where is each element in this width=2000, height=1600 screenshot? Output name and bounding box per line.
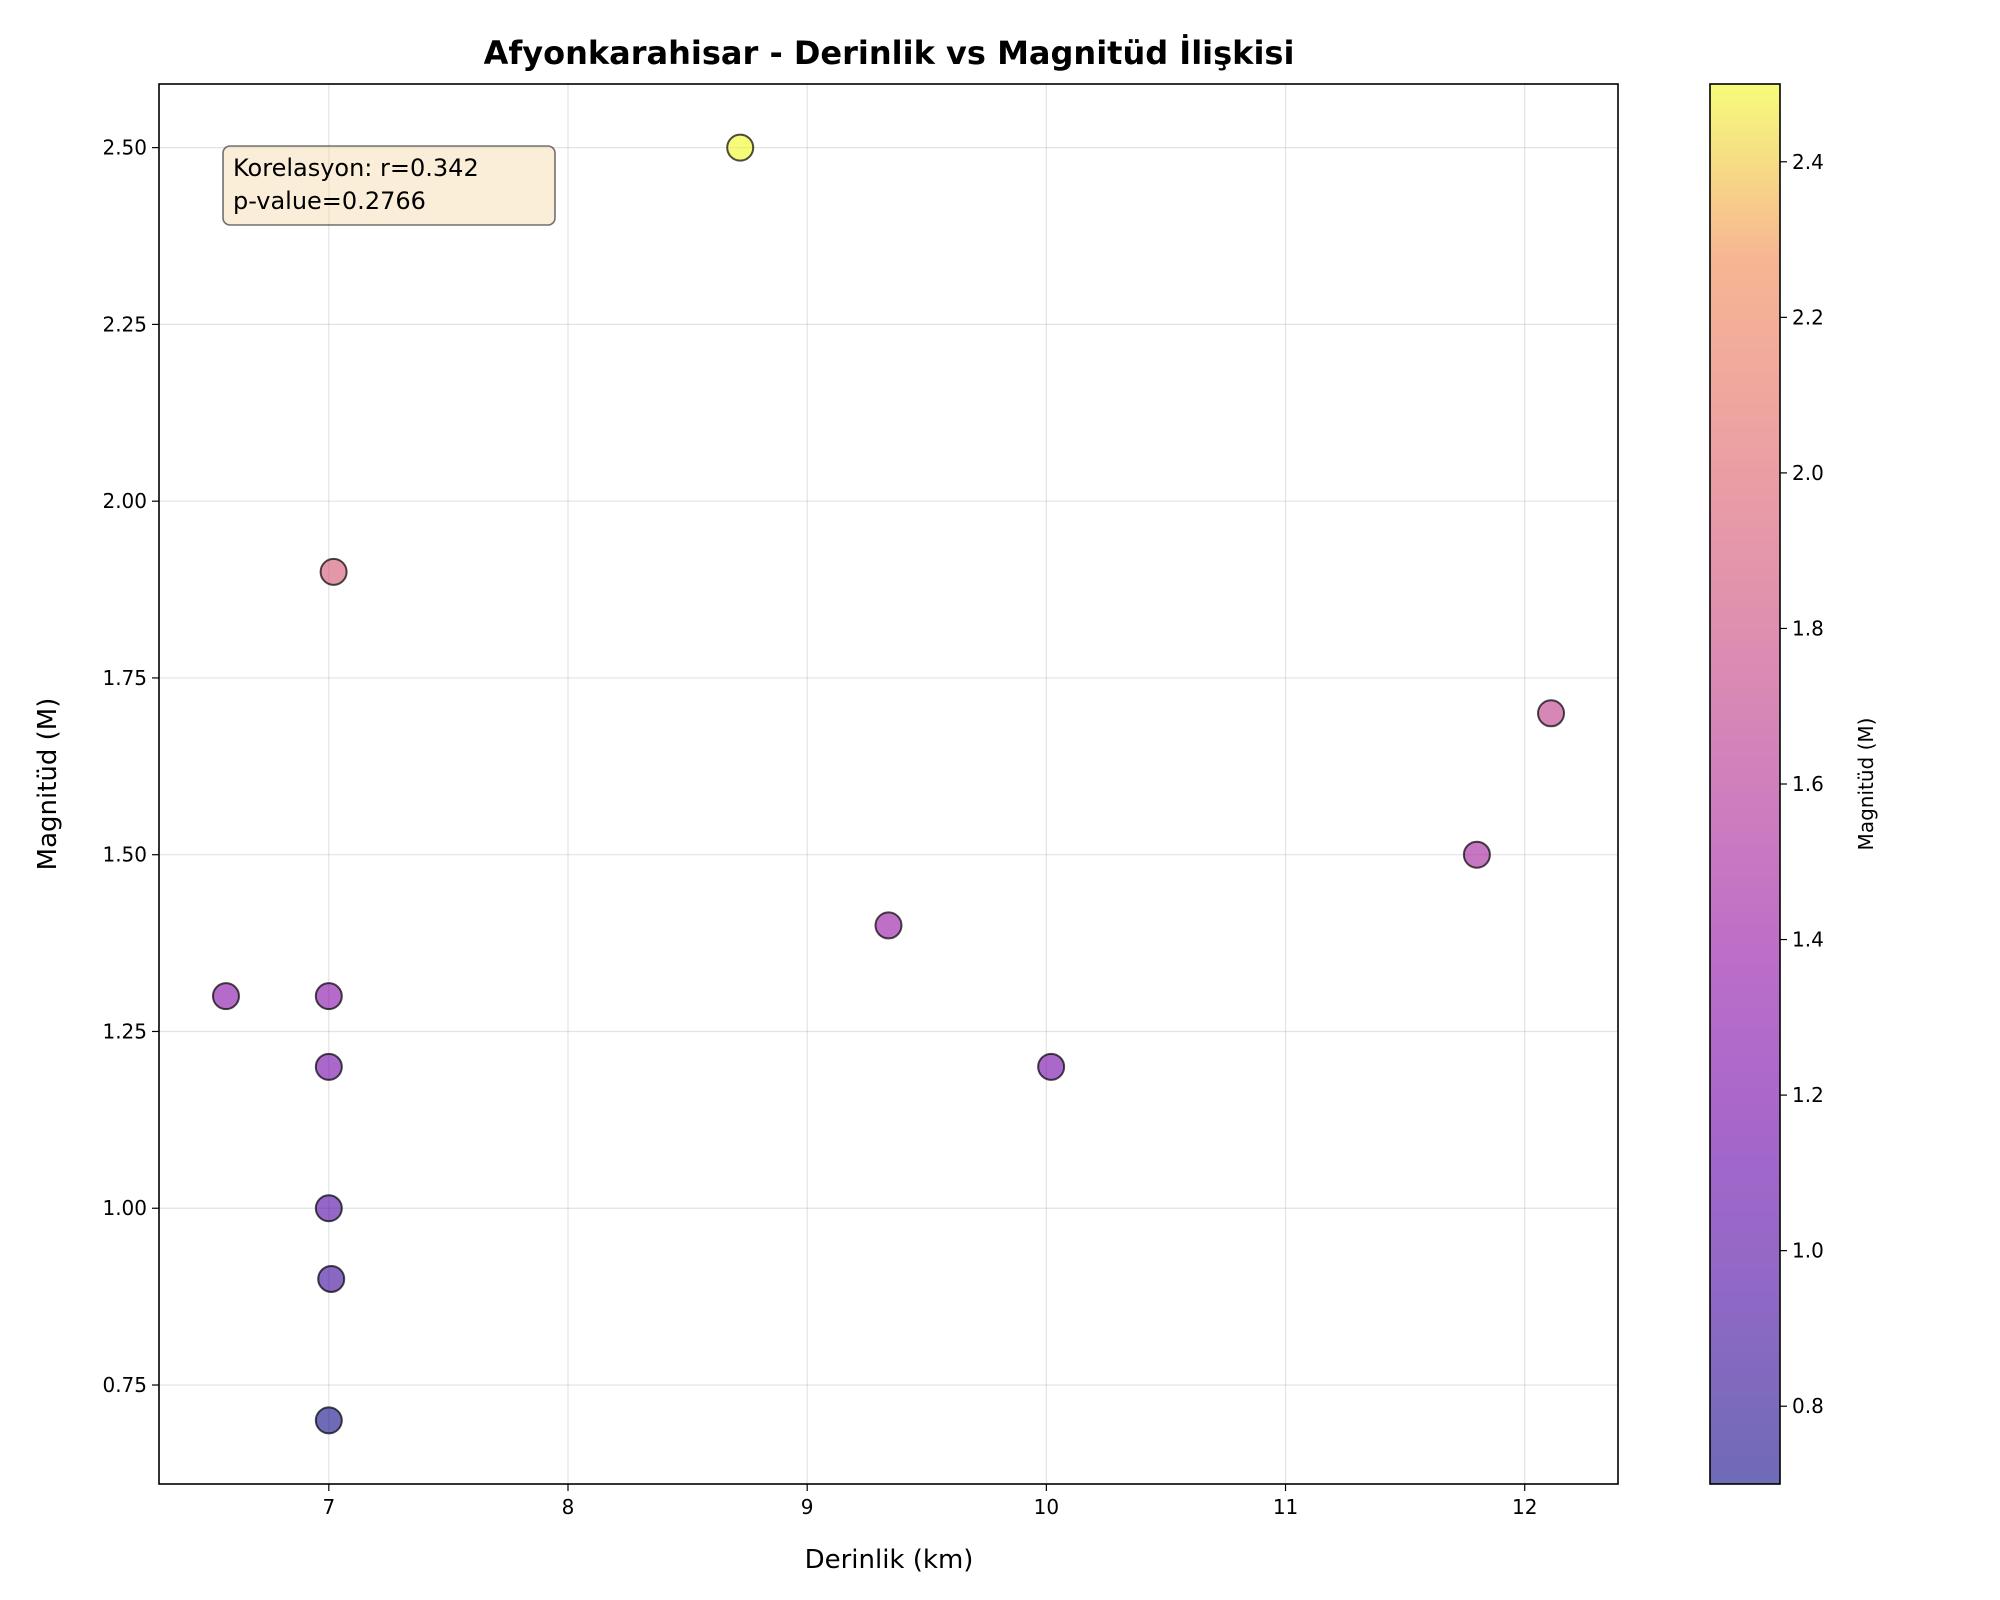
data-point (319, 557, 348, 586)
x-tick-label: 12 (1512, 1495, 1537, 1519)
data-points (211, 133, 1566, 1435)
colorbar-tick-label: 1.6 (1792, 772, 1824, 796)
y-tick-label: 1.75 (102, 666, 147, 690)
data-point (874, 911, 903, 940)
data-point (314, 1194, 343, 1223)
x-tick-label: 10 (1034, 1495, 1059, 1519)
y-tick-label: 0.75 (102, 1373, 147, 1397)
x-tick-label: 7 (322, 1495, 335, 1519)
y-tick-label: 2.50 (102, 136, 147, 160)
data-point (314, 1052, 343, 1081)
x-axis-label: Derinlik (km) (805, 1545, 974, 1575)
y-axis: 0.75 1.00 1.25 1.50 1.75 2.00 2.25 2.50 (102, 136, 159, 1397)
x-axis: 7 8 9 10 11 12 (322, 1484, 1537, 1519)
data-point (726, 133, 755, 162)
colorbar-tick-label: 2.0 (1792, 461, 1824, 485)
data-point (211, 982, 240, 1011)
y-axis-label: Magnitüd (M) (33, 698, 63, 871)
plot-frame (158, 83, 1619, 1485)
data-point (1537, 699, 1566, 728)
annotation-box: Korelasyon: r=0.342 p-value=0.2766 (222, 145, 556, 226)
data-point (317, 1264, 346, 1293)
colorbar-label: Magnitüd (M) (1854, 718, 1878, 851)
y-tick-label: 1.00 (102, 1196, 147, 1220)
colorbar-tick-label: 1.4 (1792, 928, 1824, 952)
annotation-correlation: Korelasyon: r=0.342 (233, 154, 479, 182)
colorbar-ticks: 0.8 1.0 1.2 1.4 1.6 1.8 2.0 2.2 2.4 (1780, 150, 1824, 1418)
annotation-p-value: p-value=0.2766 (233, 187, 426, 215)
x-tick-label: 8 (562, 1495, 575, 1519)
annotation-background (222, 145, 556, 226)
y-tick-label: 2.25 (102, 312, 147, 336)
y-tick-label: 2.00 (102, 489, 147, 513)
data-point (1462, 840, 1491, 869)
colorbar: 0.8 1.0 1.2 1.4 1.6 1.8 2.0 2.2 2.4 Magnitüd (M) (1709, 83, 1878, 1485)
colorbar-tick-label: 2.2 (1792, 305, 1824, 329)
data-point (1037, 1052, 1066, 1081)
colorbar-tick-label: 2.4 (1792, 150, 1824, 174)
x-tick-label: 11 (1273, 1495, 1298, 1519)
colorbar-tick-label: 1.2 (1792, 1083, 1824, 1107)
data-point (314, 982, 343, 1011)
data-point (314, 1406, 343, 1435)
y-tick-label: 1.25 (102, 1019, 147, 1043)
chart-title: Afyonkarahisar - Derinlik vs Magnitüd İl… (484, 34, 1295, 72)
colorbar-gradient (1710, 84, 1780, 1484)
colorbar-tick-label: 1.0 (1792, 1239, 1824, 1263)
grid (159, 84, 1618, 1484)
x-tick-label: 9 (801, 1495, 814, 1519)
colorbar-tick-label: 1.8 (1792, 616, 1824, 640)
y-tick-label: 1.50 (102, 843, 147, 867)
colorbar-tick-label: 0.8 (1792, 1394, 1824, 1418)
